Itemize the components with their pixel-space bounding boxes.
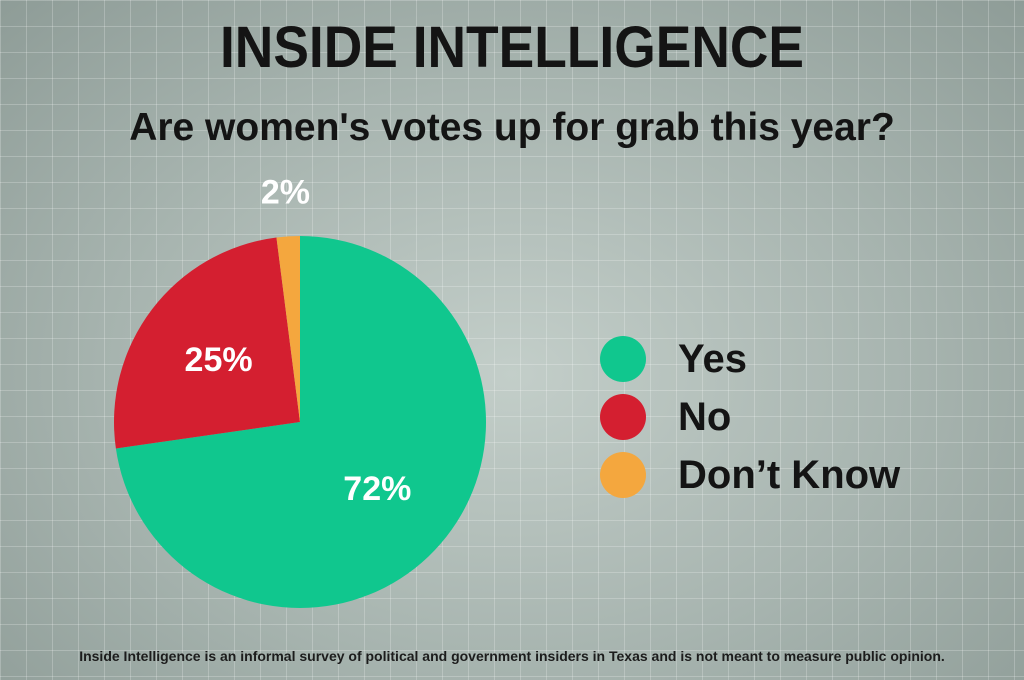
- legend-label-dont-know: Don’t Know: [678, 452, 901, 497]
- legend-label-no: No: [678, 394, 732, 439]
- data-label-no: 25%: [185, 341, 253, 379]
- legend-label-yes: Yes: [678, 336, 747, 381]
- legend-swatch-no: [600, 394, 646, 440]
- legend-item-no: No: [600, 388, 1000, 446]
- legend-swatch-yes: [600, 336, 646, 382]
- legend: Yes No Don’t Know: [600, 330, 1000, 504]
- pie-slice-yes: [115, 236, 486, 608]
- pie-slice-no: [113, 237, 300, 449]
- data-label-yes: 72%: [343, 470, 411, 508]
- legend-item-dont-know: Don’t Know: [600, 446, 1000, 504]
- legend-item-yes: Yes: [600, 330, 1000, 388]
- chart-subtitle: Are women's votes up for grab this year?: [129, 106, 895, 149]
- data-label-dont-know: 2%: [261, 173, 310, 211]
- footnote: Inside Intelligence is an informal surve…: [79, 648, 945, 664]
- pie-slice-dont-know: [276, 236, 300, 422]
- legend-swatch-dont-know: [600, 452, 646, 498]
- page-title: INSIDE INTELLIGENCE: [219, 15, 805, 80]
